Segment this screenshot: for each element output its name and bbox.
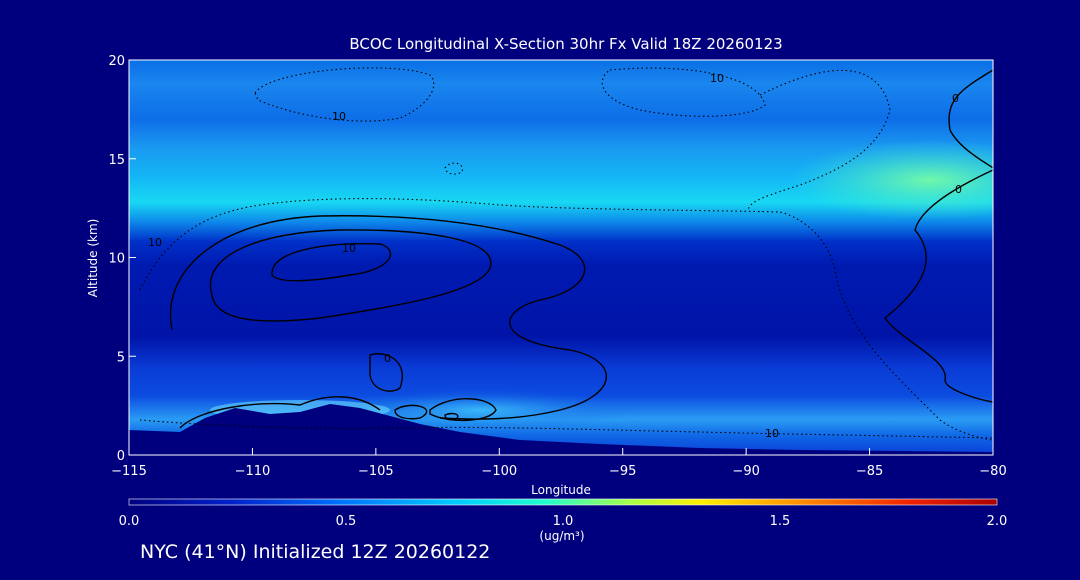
contour-label: 10 — [765, 427, 779, 440]
colorbar-units: (ug/m³) — [539, 529, 584, 543]
contour-label: 10 — [342, 242, 356, 255]
x-tick-label: −95 — [609, 464, 636, 479]
field-background — [129, 60, 993, 455]
y-tick-label: 5 — [117, 350, 125, 365]
x-tick-label: −115 — [111, 464, 147, 479]
x-tick-label: −100 — [481, 464, 517, 479]
contour-label: 0 — [955, 183, 962, 196]
x-tick-label: −105 — [358, 464, 394, 479]
x-tick-label: −110 — [235, 464, 271, 479]
concentration-field: 10 10 10 10 0 0 0 10 — [129, 60, 993, 455]
x-axis-label: Longitude — [531, 483, 591, 497]
contour-label: 0 — [384, 352, 391, 365]
contour-labels: 10 10 10 10 0 0 0 10 — [148, 72, 962, 440]
x-tick-label: −90 — [732, 464, 759, 479]
station-init-label: NYC (41°N) Initialized 12Z 20260122 — [140, 541, 491, 563]
colorbar-tick-label: 1.5 — [770, 514, 791, 529]
contour-label: 10 — [710, 72, 724, 85]
y-tick-label: 10 — [108, 252, 125, 267]
chart-title: BCOC Longitudinal X-Section 30hr Fx Vali… — [349, 35, 782, 53]
contour-label: 10 — [148, 236, 162, 249]
colorbar — [128, 498, 998, 506]
x-tick-label: −85 — [856, 464, 883, 479]
colorbar-tick-label: 0.5 — [336, 514, 357, 529]
negative-contours — [139, 67, 993, 441]
y-axis-label: Altitude (km) — [86, 219, 100, 298]
y-tick-label: 0 — [117, 449, 125, 464]
x-axis: −115 −110 −105 −100 −95 −90 −85 −80 — [111, 448, 1007, 479]
colorbar-tick-label: 0.0 — [119, 514, 140, 529]
high-concentration-patch — [790, 140, 993, 220]
x-tick-label: −80 — [979, 464, 1006, 479]
contour-label: 0 — [952, 92, 959, 105]
contour-label: 10 — [332, 110, 346, 123]
colorbar-ticks: 0.0 0.5 1.0 1.5 2.0 — [119, 514, 1008, 529]
y-axis: 0 5 10 15 20 — [108, 54, 136, 464]
terrain — [129, 404, 993, 455]
y-tick-label: 15 — [108, 153, 125, 168]
colorbar-tick-label: 2.0 — [987, 514, 1008, 529]
positive-contours — [169, 69, 993, 429]
y-tick-label: 20 — [108, 54, 125, 69]
colorbar-tick-label: 1.0 — [553, 514, 574, 529]
